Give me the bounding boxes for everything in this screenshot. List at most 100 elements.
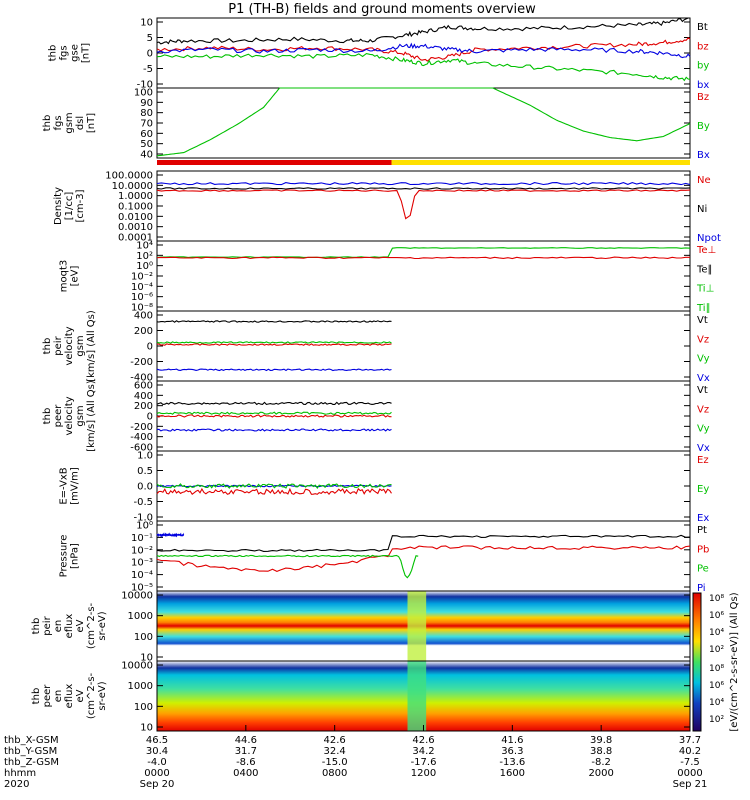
ytick-label: 10⁴ [136, 241, 153, 252]
ylabel-line: thb [31, 688, 42, 705]
ytick-label: 10⁻⁴ [131, 570, 153, 581]
legend-Ex: Ex [697, 513, 709, 524]
ytick-label: 90 [140, 98, 153, 109]
trace-ni [156, 187, 691, 190]
ytick-label: 200 [134, 401, 153, 412]
ylabel-line: Density [53, 187, 64, 225]
ylabel-line: gsm [75, 335, 86, 356]
ytick-label: 100 [134, 702, 153, 713]
ylabel-line: (cm^2-s- [86, 602, 97, 649]
xaxis-x-value: 39.8 [590, 735, 612, 746]
legend-Ey: Ey [697, 484, 709, 495]
xaxis-z-value: -15.0 [322, 757, 348, 768]
ytick-label: 10⁻³ [131, 558, 153, 569]
colorbar-tick: 10² [709, 715, 724, 725]
colorbar-tick: 10⁴ [709, 628, 724, 638]
mode-bar-slow [157, 160, 392, 165]
legend-Vx: Vx [697, 373, 710, 384]
xaxis-x-value: 44.6 [235, 735, 257, 746]
xaxis-z-value: -13.6 [499, 757, 525, 768]
xaxis-hhmm-value: 0000 [677, 768, 702, 779]
colorbar-tick: 10⁸ [709, 594, 724, 604]
xaxis-z-value: -17.6 [411, 757, 437, 768]
trace-vy-e [156, 411, 392, 415]
trace-npot [156, 182, 691, 186]
ylabel-line: [nT] [81, 43, 92, 63]
ytick-label: 100 [134, 88, 153, 99]
ytick-label: -1.0 [133, 513, 153, 524]
ylabel-line: eflux [64, 614, 75, 639]
trace-pe [156, 554, 419, 579]
xaxis-row-label: thb_X-GSM [4, 735, 59, 746]
xaxis-row-label: 2020 [4, 779, 29, 790]
ylabel-line: peir [42, 615, 53, 635]
ylabel-line: [mV/m] [70, 467, 81, 505]
trace-ex [156, 484, 392, 488]
xaxis-z-value: -4.0 [147, 757, 167, 768]
ytick-label: 0 [147, 342, 153, 353]
xaxis-y-value: 30.4 [146, 746, 168, 757]
xaxis-hhmm-value: 2000 [588, 768, 613, 779]
ytick-label: -600 [130, 443, 153, 454]
ylabel-line: [eV] [70, 266, 81, 287]
series-by [156, 53, 691, 82]
ylabel-line: peer [42, 684, 53, 708]
ylabel-line: [nT] [86, 113, 97, 133]
ytick-label: -200 [130, 357, 153, 368]
ytick-label: 10000 [121, 591, 153, 602]
xaxis-y-value: 36.3 [501, 746, 523, 757]
ytick-label: 10⁻⁶ [131, 292, 153, 303]
legend-bx: bx [697, 80, 709, 91]
legend-by: by [697, 61, 709, 72]
xaxis-row-label: hhmm [4, 768, 36, 779]
ytick-label: 10⁻² [131, 545, 153, 556]
ylabel-line: (cm^2-s- [86, 672, 97, 719]
ylabel-line: thb [31, 618, 42, 635]
legend-Vx: Vx [697, 443, 710, 454]
ytick-label: -400 [130, 432, 153, 443]
xaxis-hhmm-value: 0000 [144, 768, 169, 779]
ytick-label: 10 [140, 653, 153, 664]
ylabel-line: Pressure [59, 535, 70, 578]
legend-Vz: Vz [697, 404, 709, 415]
ytick-label: 10⁰ [136, 521, 153, 532]
ytick-label: 0.0 [137, 482, 153, 493]
ylabel-line: eV [75, 619, 86, 632]
ylabel-line: peir [53, 335, 64, 355]
xaxis-y-value: 32.4 [324, 746, 346, 757]
panel-peir-en-eflux: 10000 1000 100 10 thb peir en eflux eV (cm^2-s-sr… [31, 590, 691, 664]
xaxis-date-value: Sep 21 [673, 779, 708, 790]
ytick-label: 10.0000 [112, 181, 153, 192]
xaxis-z-value: -8.2 [591, 757, 611, 768]
xaxis-date-value: Sep 20 [140, 779, 175, 790]
ytick-label: 0.1000 [118, 202, 153, 213]
ytick-label: 0.0010 [118, 222, 153, 233]
trace-vy-i [156, 341, 392, 344]
legend-Vz: Vz [697, 334, 709, 345]
trace-ti [156, 247, 691, 258]
ylabel-line: thb [48, 45, 59, 62]
colorbar-tick: 10⁶ [709, 611, 724, 621]
ytick-label: 1.0000 [118, 191, 153, 202]
ylabel-line: dsl [75, 116, 86, 130]
ytick-label: 200 [134, 326, 153, 337]
ylabel-line: velocity [64, 396, 75, 435]
xaxis-x-value: 37.7 [679, 735, 701, 746]
xaxis-x-value: 42.6 [412, 735, 434, 746]
colorbar-tick: 10² [709, 645, 724, 655]
xaxis-x-value: 41.6 [501, 735, 523, 746]
ylabel-line: velocity [64, 326, 75, 365]
ylabel-line: eV [75, 689, 86, 702]
ylabel-line: thb [42, 338, 53, 355]
trace-vz-i [156, 343, 392, 346]
ylabel-line: [cm-3] [75, 189, 86, 222]
xaxis-z-value: -7.5 [680, 757, 700, 768]
xaxis-y-value: 31.7 [235, 746, 257, 757]
event-band [407, 591, 427, 661]
xaxis-hhmm-value: 1600 [500, 768, 525, 779]
xaxis-z-value: -8.6 [236, 757, 256, 768]
panel-frame [156, 240, 691, 312]
xaxis-row-label: thb_Z-GSM [4, 757, 59, 768]
ylabel-line: peer [53, 404, 64, 428]
